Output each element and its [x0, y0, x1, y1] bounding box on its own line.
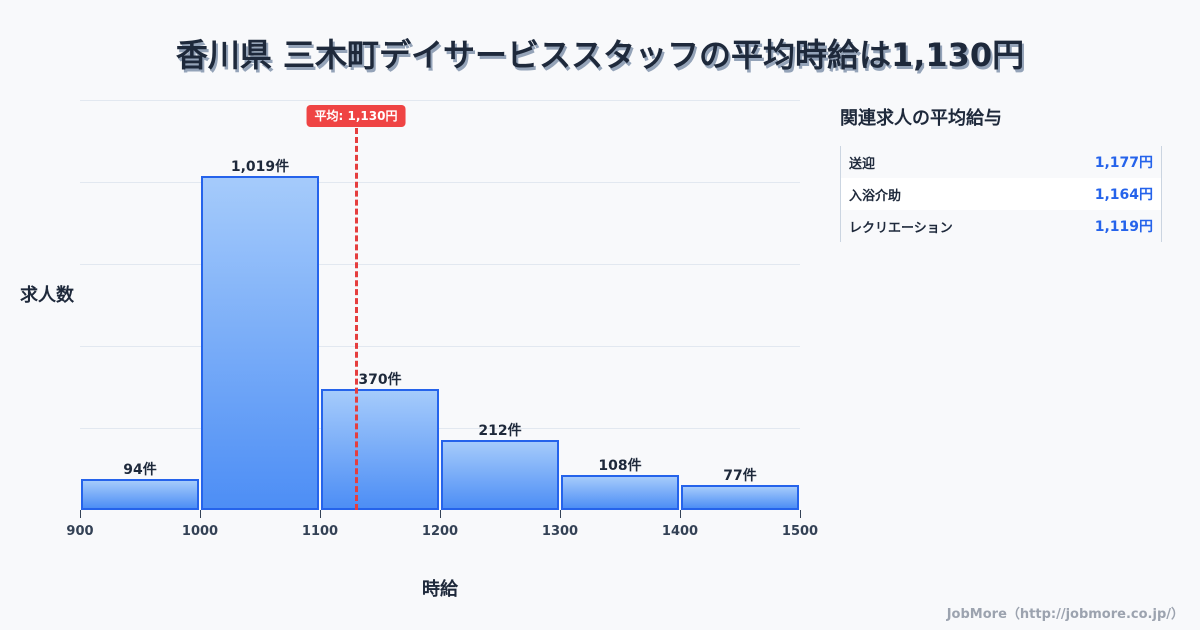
related-job-wage: 1,177円 — [1094, 155, 1153, 171]
x-tick — [320, 510, 321, 518]
mean-line — [354, 128, 358, 510]
x-tick — [680, 510, 681, 518]
x-tick-label: 1400 — [661, 524, 699, 539]
related-job-name: 入浴介助 — [849, 188, 902, 204]
related-jobs-title: 関連求人の平均給与 — [840, 108, 1002, 129]
bar-value-label: 77件 — [723, 467, 757, 484]
histogram-chart: 94件 1,019件 370件 212件 108件 77件 平均: 1,130円… — [66, 100, 818, 539]
related-job-row: レクリエーション 1,119円 — [841, 210, 1161, 242]
related-job-name: 送迎 — [849, 156, 876, 172]
y-axis-label: 求人数 — [20, 285, 74, 306]
gridline — [80, 428, 800, 429]
gridline — [80, 182, 800, 183]
related-job-name: レクリエーション — [849, 220, 953, 236]
x-tick — [80, 510, 81, 518]
bar-1100-1200 — [321, 388, 439, 510]
x-tick — [800, 510, 801, 518]
bar-value-label: 370件 — [358, 371, 402, 388]
related-job-row: 入浴介助 1,164円 — [841, 178, 1161, 210]
mean-badge: 平均: 1,130円 — [306, 105, 406, 127]
bar-1000-1100 — [201, 175, 319, 510]
bar-value-label: 212件 — [478, 423, 522, 440]
chart-title: 香川県 三木町デイサービススタッフの平均時給は1,130円 — [175, 36, 1025, 74]
source-credit: JobMore（http://jobmore.co.jp/） — [946, 607, 1184, 622]
x-tick-label: 1500 — [781, 524, 819, 539]
x-tick — [200, 510, 201, 518]
gridline — [80, 100, 800, 101]
bar-value-label: 1,019件 — [230, 158, 290, 175]
bar-900-1000 — [81, 479, 199, 510]
x-tick — [440, 510, 441, 518]
gridline — [80, 346, 800, 347]
x-tick — [560, 510, 561, 518]
x-tick-label: 1200 — [421, 524, 459, 539]
related-job-wage: 1,119円 — [1094, 219, 1153, 235]
x-tick-label: 1000 — [181, 524, 219, 539]
bar-value-label: 94件 — [123, 462, 157, 479]
related-job-wage: 1,164円 — [1094, 187, 1153, 203]
gridline — [80, 264, 800, 265]
related-jobs-table: 送迎 1,177円 入浴介助 1,164円 レクリエーション 1,119円 — [840, 146, 1162, 242]
x-tick-label: 1300 — [541, 524, 579, 539]
x-axis-label: 時給 — [422, 579, 458, 600]
x-tick-label: 900 — [66, 524, 94, 539]
bar-value-label: 108件 — [598, 457, 642, 474]
bar-1200-1300 — [441, 440, 559, 510]
x-tick-label: 1100 — [301, 524, 339, 539]
bar-1300-1400 — [561, 474, 679, 510]
bar-1400-1500 — [681, 484, 799, 510]
related-job-row: 送迎 1,177円 — [841, 146, 1161, 178]
